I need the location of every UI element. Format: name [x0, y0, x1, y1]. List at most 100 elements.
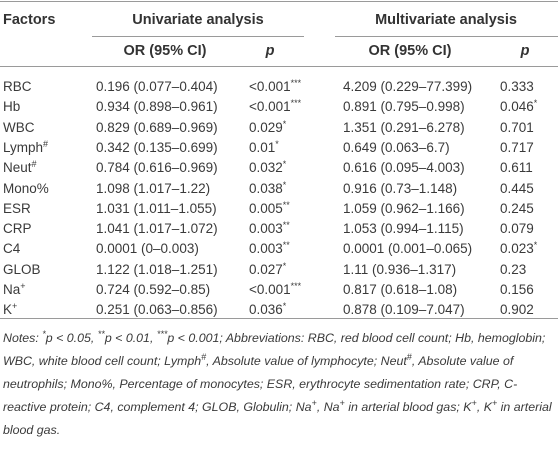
table-cell: 1.041 (1.017–1.072) [96, 221, 218, 237]
table-cell: 0.724 (0.592–0.85) [96, 282, 211, 297]
cell-text: 0.038 [249, 180, 283, 196]
table-cell: 0.027* [249, 261, 286, 279]
table-cell: 0.649 (0.063–6.7) [343, 139, 450, 155]
table-cell: 0.029* [249, 119, 286, 137]
note-text: p < 0.01, [104, 331, 157, 345]
table-cell: 1.059 (0.962–1.166) [343, 200, 465, 216]
sub-header: p [265, 43, 275, 59]
note-text: Notes: [3, 331, 43, 345]
note-text: , Absolute value of lymphocyte; Neut [206, 354, 407, 368]
superscript: # [31, 159, 37, 170]
superscript: * [282, 159, 287, 170]
table-cell: 0.934 (0.898–0.961) [96, 99, 218, 115]
group-rule [92, 36, 304, 37]
cell-text: <0.001 [249, 79, 291, 94]
note-text: , Na [316, 400, 340, 414]
cell-text: 0.036 [249, 302, 283, 318]
cell-text: 0.003 [249, 241, 283, 257]
table-cell: 0.817 (0.618–1.08) [343, 282, 458, 297]
table-cell: 0.003** [249, 220, 290, 238]
cell-text: 0.01 [249, 139, 276, 155]
superscript: * [282, 118, 287, 129]
note-superscript: # [406, 352, 412, 362]
table-cell: 0.0001 (0.001–0.065) [343, 241, 473, 257]
table-cell: 0.878 (0.109–7.047) [343, 302, 465, 318]
table-cell: 0.616 (0.095–4.003) [343, 160, 465, 176]
superscript: * [282, 179, 287, 190]
superscript: * [282, 260, 287, 271]
top-rule [0, 1, 558, 2]
table-cell: 0.445 [500, 180, 534, 196]
table-cell: 0.342 (0.135–0.699) [96, 139, 218, 155]
note-superscript: + [491, 398, 498, 408]
cell-text: Neut [3, 160, 32, 176]
table-cell: 0.784 (0.616–0.969) [96, 160, 218, 176]
row-label: ESR [3, 200, 31, 216]
superscript: * [533, 240, 538, 251]
table-cell: 0.23 [500, 261, 527, 277]
cell-text: 0.023 [500, 241, 534, 257]
cell-text: 0.003 [249, 221, 283, 237]
table-cell: 1.122 (1.018–1.251) [96, 261, 218, 277]
table-cell: 0.916 (0.73–1.148) [343, 180, 458, 196]
group-rule [335, 36, 558, 37]
cell-text: 0.029 [249, 119, 283, 135]
table-cell: 1.11 (0.936–1.317) [343, 261, 457, 277]
group-header: Univariate analysis [132, 12, 264, 28]
table-cell: 1.031 (1.011–1.055) [96, 200, 217, 216]
table-cell: 0.0001 (0–0.003) [96, 241, 199, 257]
row-label: Neut# [3, 159, 37, 177]
note-superscript: + [339, 398, 345, 408]
superscript: # [43, 138, 49, 149]
table-cell: 1.351 (0.291–6.278) [343, 119, 465, 135]
note-text: p < 0.001; Abbreviations: RBC, red blood… [3, 331, 546, 368]
table-cell: 0.156 [500, 282, 534, 297]
superscript: * [275, 138, 279, 149]
cell-text: <0.001 [249, 99, 291, 115]
row-label: Hb [3, 99, 21, 115]
sub-header: p [520, 43, 530, 59]
row-label: GLOB [3, 261, 41, 277]
superscript: ** [282, 199, 290, 210]
superscript: *** [290, 98, 302, 109]
table-cell: <0.001*** [249, 78, 301, 96]
note-text: , Absolute value of neutrophils; Mono%, … [3, 354, 518, 414]
notes: Notes: *p < 0.05, **p < 0.01, ***p < 0.0… [3, 327, 557, 442]
row-label: Mono% [3, 180, 49, 196]
table-cell: 0.196 (0.077–0.404) [96, 79, 218, 94]
table-cell: 0.01* [249, 139, 279, 157]
note-text: p < 0.05, [45, 331, 98, 345]
table-cell: 0.032* [249, 159, 286, 177]
superscript: ** [282, 240, 290, 251]
header-rule [0, 66, 558, 67]
table-cell: 0.245 [500, 200, 534, 216]
table-cell: 0.611 [500, 160, 533, 176]
group-header: Multivariate analysis [375, 12, 517, 28]
superscript: * [282, 301, 287, 312]
table-cell: 0.333 [500, 79, 534, 94]
cell-text: <0.001 [249, 282, 291, 297]
table-cell: 0.717 [500, 139, 534, 155]
table-cell: 0.902 [500, 302, 534, 318]
note-text: in arterial blood gas; K [344, 400, 472, 414]
column-header: Factors [3, 12, 56, 28]
table-cell: <0.001*** [249, 281, 301, 299]
note-text: in arterial blood gas. [3, 400, 552, 437]
note-superscript: * [42, 329, 46, 339]
superscript: *** [290, 78, 302, 88]
row-label: CRP [3, 221, 32, 237]
superscript: * [533, 98, 538, 109]
table-cell: 0.701 [500, 119, 534, 135]
table-cell: 0.251 (0.063–0.856) [96, 302, 218, 318]
note-superscript: + [471, 398, 477, 408]
table-cell: 0.023* [500, 240, 537, 258]
row-label: Na+ [3, 281, 26, 299]
table-cell: 0.891 (0.795–0.998) [343, 99, 465, 115]
table-cell: 0.079 [500, 221, 534, 237]
cell-text: 0.005 [249, 200, 283, 216]
superscript: + [12, 301, 18, 312]
sub-header: OR (95% CI) [123, 43, 207, 59]
cell-text: Lymph [3, 139, 44, 155]
note-superscript: *** [156, 329, 168, 339]
